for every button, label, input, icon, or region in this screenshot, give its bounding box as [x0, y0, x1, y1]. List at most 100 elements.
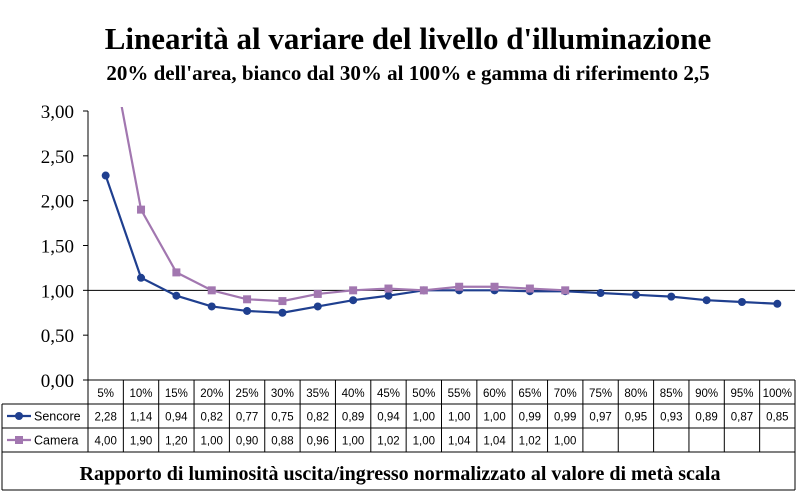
camera-legend-marker — [15, 436, 23, 444]
sencore-value-label: 0,94 — [377, 412, 400, 424]
camera-point — [384, 284, 393, 293]
x-tick-label: 65% — [518, 388, 541, 400]
sencore-point — [243, 306, 252, 315]
sencore-value-label: 0,97 — [589, 412, 611, 424]
sencore-value-label: 0,89 — [342, 412, 364, 424]
camera-point — [278, 297, 287, 306]
sencore-series-line — [104, 175, 778, 314]
x-tick-label: 10% — [130, 388, 153, 400]
x-tick-label: 25% — [236, 388, 259, 400]
sencore-point — [137, 273, 146, 282]
sencore-value-label: 2,28 — [94, 412, 116, 424]
sencore-point — [631, 290, 640, 299]
sencore-value-label: 0,93 — [660, 412, 682, 424]
sencore-value-label: 0,94 — [165, 412, 188, 424]
x-axis-label: Rapporto di luminosità uscita/ingresso n… — [80, 463, 721, 485]
camera-point — [313, 289, 322, 298]
sencore-value-label: 0,89 — [695, 412, 717, 424]
sencore-point — [702, 296, 711, 305]
camera-value-label: 1,02 — [519, 436, 541, 448]
camera-value-label: 1,00 — [413, 436, 435, 448]
x-tick-label: 35% — [306, 388, 329, 400]
camera-point — [137, 205, 146, 214]
sencore-point — [313, 302, 322, 311]
sencore-value-label: 0,85 — [766, 412, 788, 424]
x-tick-label: 100% — [763, 388, 792, 400]
sencore-value-label: 1,14 — [130, 412, 153, 424]
plot-area: 0,00 0,50 1,00 1,50 2,00 2,50 3,00 — [41, 102, 795, 392]
sencore-value-label: 0,82 — [201, 412, 223, 424]
x-tick-label: 50% — [412, 388, 435, 400]
sencore-value-label: 1,00 — [448, 412, 470, 424]
sencore-point — [596, 289, 605, 298]
camera-value-label: 1,00 — [342, 436, 364, 448]
sencore-legend-label: Sencore — [34, 410, 81, 424]
camera-point — [207, 286, 216, 295]
camera-value-label: 1,90 — [130, 436, 152, 448]
camera-point — [525, 284, 534, 293]
camera-point — [455, 282, 464, 291]
camera-legend-label: Camera — [34, 434, 79, 448]
sencore-value-label: 0,99 — [519, 412, 541, 424]
sencore-point — [773, 299, 782, 308]
camera-value-label: 0,90 — [236, 436, 258, 448]
x-tick-label: 20% — [200, 388, 223, 400]
x-tick-label: 90% — [695, 388, 718, 400]
sencore-point — [667, 292, 676, 301]
x-tick-label: 5% — [97, 388, 114, 400]
y-tick-label: 2,00 — [41, 192, 74, 213]
chart-subtitle: 20% dell'area, bianco dal 30% al 100% e … — [106, 61, 709, 85]
sencore-point — [207, 302, 216, 311]
x-tick-label: 40% — [342, 388, 365, 400]
camera-value-label: 0,96 — [307, 436, 329, 448]
camera-value-label: 1,04 — [448, 436, 471, 448]
x-tick-label: 60% — [483, 388, 506, 400]
sencore-value-label: 0,87 — [731, 412, 753, 424]
sencore-point — [278, 308, 287, 317]
camera-point — [243, 295, 252, 304]
camera-value-label: 4,00 — [94, 436, 116, 448]
y-tick-label: 3,00 — [41, 102, 74, 123]
sencore-point — [384, 291, 393, 300]
sencore-value-label: 0,77 — [236, 412, 258, 424]
sencore-value-label: 1,00 — [483, 412, 505, 424]
camera-point — [561, 286, 570, 295]
x-tick-label: 85% — [660, 388, 683, 400]
x-tick-label: 45% — [377, 388, 400, 400]
camera-point — [172, 268, 181, 277]
y-tick-label: 2,50 — [41, 147, 74, 168]
camera-value-label: 0,88 — [271, 436, 293, 448]
x-tick-label: 55% — [448, 388, 471, 400]
y-tick-label: 0,50 — [41, 326, 74, 347]
sencore-point — [101, 171, 110, 180]
sencore-value-label: 0,75 — [271, 412, 293, 424]
y-tick-label: 1,50 — [41, 237, 74, 258]
chart-title: Linearità al variare del livello d'illum… — [105, 21, 711, 56]
x-tick-label: 80% — [624, 388, 647, 400]
camera-point — [349, 286, 358, 295]
x-tick-label: 15% — [165, 388, 188, 400]
y-tick-label: 0,00 — [41, 371, 74, 392]
x-tick-label: 70% — [554, 388, 577, 400]
camera-value-label: 1,04 — [483, 436, 506, 448]
sencore-value-label: 0,82 — [307, 412, 329, 424]
camera-value-label: 1,00 — [201, 436, 223, 448]
camera-point — [490, 282, 499, 291]
sencore-value-label: 0,95 — [625, 412, 647, 424]
sencore-point — [172, 291, 181, 300]
x-tick-label: 75% — [589, 388, 612, 400]
sencore-value-label: 0,99 — [554, 412, 576, 424]
y-tick-label: 1,00 — [41, 281, 74, 302]
sencore-value-label: 1,00 — [413, 412, 435, 424]
camera-value-label: 1,02 — [377, 436, 399, 448]
camera-value-label: 1,00 — [554, 436, 576, 448]
sencore-legend-marker — [15, 412, 23, 420]
camera-series-line — [120, 107, 566, 303]
sencore-point — [737, 297, 746, 306]
x-tick-label: 95% — [730, 388, 753, 400]
camera-point — [419, 286, 428, 295]
data-table: 5% 10% 15% 20% 25% 30% 35% 40% 45% 50% 55% 60% 65% 70… — [1, 379, 796, 491]
camera-value-label: 1,20 — [165, 436, 187, 448]
x-tick-label: 30% — [271, 388, 294, 400]
